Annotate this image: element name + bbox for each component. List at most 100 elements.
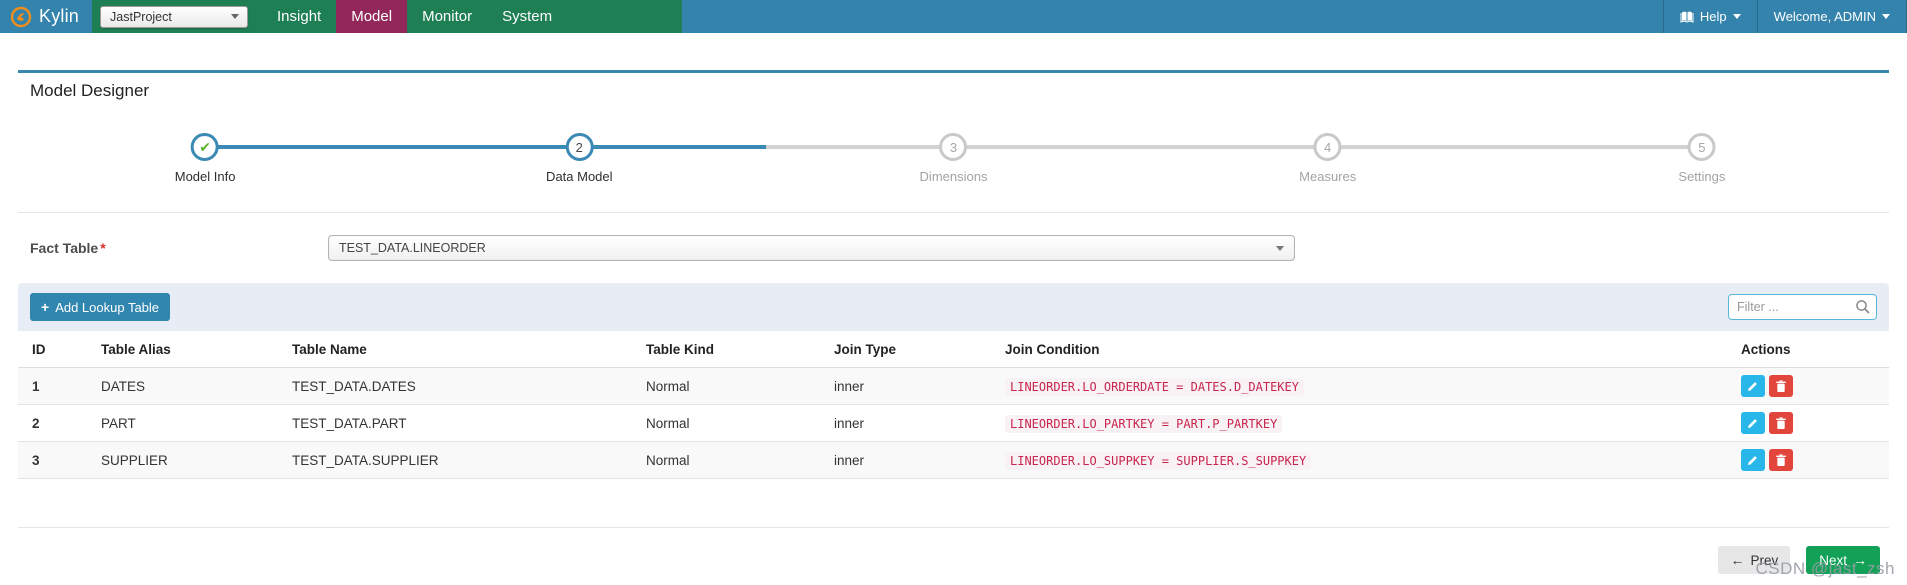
nav-main: JastProject Insight Model Monitor System [92, 0, 683, 33]
help-menu[interactable]: Help [1662, 0, 1757, 33]
col-header-join-condition: Join Condition [997, 331, 1733, 368]
fact-table-label: Fact Table * [30, 240, 106, 256]
wizard-steps: ✔ Model Info 2 Data Model 3 Dimensions 4… [18, 133, 1889, 187]
cell-id: 2 [18, 404, 93, 442]
wizard-track-progress [205, 145, 767, 149]
table-row: 1 DATES TEST_DATA.DATES Normal inner LIN… [18, 367, 1889, 405]
main-content: Model Designer ✔ Model Info 2 Data Model… [0, 70, 1907, 585]
add-lookup-table-button[interactable]: + Add Lookup Table [30, 293, 171, 321]
user-menu[interactable]: Welcome, ADMIN [1756, 0, 1907, 33]
cell-join-condition: LINEORDER.LO_PARTKEY = PART.P_PARTKEY [997, 404, 1733, 442]
cell-actions [1733, 404, 1889, 442]
col-header-table-kind: Table Kind [638, 331, 826, 368]
caret-down-icon [231, 14, 240, 19]
delete-row-button[interactable] [1769, 412, 1793, 434]
plus-icon: + [41, 299, 50, 315]
nav-item-system[interactable]: System [502, 8, 553, 25]
top-navbar: Kylin JastProject Insight Model Monitor … [0, 0, 1907, 33]
edit-row-button[interactable] [1741, 449, 1765, 471]
wizard-step-measures[interactable]: 4 Measures [1299, 133, 1356, 184]
nav-item-model[interactable]: Model [336, 0, 408, 33]
col-header-table-alias: Table Alias [93, 331, 284, 368]
cell-table-kind: Normal [638, 404, 826, 442]
cell-join-type: inner [826, 367, 997, 405]
table-row: 2 PART TEST_DATA.PART Normal inner LINEO… [18, 404, 1889, 442]
project-select[interactable]: JastProject [100, 5, 249, 28]
accent-divider [18, 70, 1889, 73]
step-circle-check-icon: ✔ [191, 133, 220, 161]
cell-join-condition: LINEORDER.LO_SUPPKEY = SUPPLIER.S_SUPPKE… [997, 441, 1733, 479]
fact-table-select[interactable]: TEST_DATA.LINEORDER [328, 235, 1295, 261]
cell-table-alias: DATES [93, 367, 284, 405]
step-label: Measures [1299, 169, 1357, 184]
arrow-left-icon: ← [1730, 552, 1745, 568]
trash-icon [1776, 453, 1786, 466]
book-icon [1680, 11, 1694, 23]
nav-item-insight[interactable]: Insight [277, 8, 322, 25]
cell-table-alias: SUPPLIER [93, 441, 284, 479]
cell-id: 1 [18, 367, 93, 405]
required-asterisk: * [100, 240, 106, 256]
pencil-icon [1748, 456, 1757, 465]
nav-item-monitor[interactable]: Monitor [422, 8, 473, 25]
cell-table-name: TEST_DATA.PART [284, 404, 638, 442]
project-select-value: JastProject [110, 9, 172, 24]
next-button[interactable]: Next → [1806, 546, 1880, 574]
edit-row-button[interactable] [1741, 412, 1765, 434]
help-label: Help [1699, 9, 1727, 24]
table-row: 3 SUPPLIER TEST_DATA.SUPPLIER Normal inn… [18, 441, 1889, 479]
fact-table-select-value: TEST_DATA.LINEORDER [339, 241, 486, 255]
cell-join-type: inner [826, 404, 997, 442]
table-header-row: ID Table Alias Table Name Table Kind Joi… [18, 331, 1889, 368]
cell-table-name: TEST_DATA.SUPPLIER [284, 441, 638, 479]
delete-row-button[interactable] [1769, 449, 1793, 471]
col-header-join-type: Join Type [826, 331, 997, 368]
brand[interactable]: Kylin [0, 0, 93, 33]
edit-row-button[interactable] [1741, 375, 1765, 397]
step-label: Settings [1678, 169, 1726, 184]
caret-down-icon [1882, 14, 1890, 19]
navbar-spacer [682, 0, 1663, 33]
footer-actions: ← Prev Next → [18, 546, 1889, 574]
cell-actions [1733, 367, 1889, 405]
navbar-right: Help Welcome, ADMIN [1662, 0, 1907, 33]
fact-table-row: Fact Table * TEST_DATA.LINEORDER [18, 235, 1889, 261]
filter-input[interactable] [1728, 294, 1877, 320]
lookup-panel-heading: + Add Lookup Table [18, 283, 1889, 331]
pencil-icon [1748, 382, 1757, 391]
filter-container [1728, 294, 1877, 320]
cell-id: 3 [18, 441, 93, 479]
cell-table-kind: Normal [638, 367, 826, 405]
caret-down-icon [1276, 245, 1284, 251]
cell-join-type: inner [826, 441, 997, 479]
cell-actions [1733, 441, 1889, 479]
step-label: Model Info [174, 169, 236, 184]
cell-join-condition: LINEORDER.LO_ORDERDATE = DATES.D_DATEKEY [997, 367, 1733, 405]
caret-down-icon [1732, 14, 1741, 19]
section-divider [18, 212, 1889, 213]
step-label: Data Model [546, 169, 613, 184]
pencil-icon [1748, 419, 1757, 428]
step-circle: 4 [1313, 133, 1342, 161]
search-icon [1856, 300, 1870, 314]
wizard-step-data-model[interactable]: 2 Data Model [546, 133, 613, 184]
lookup-table: ID Table Alias Table Name Table Kind Joi… [18, 331, 1889, 479]
footer-divider [18, 527, 1889, 528]
cell-table-kind: Normal [638, 441, 826, 479]
lookup-table-panel: + Add Lookup Table [18, 283, 1889, 479]
trash-icon [1776, 379, 1786, 392]
prev-button[interactable]: ← Prev [1718, 546, 1791, 574]
step-circle: 3 [939, 133, 968, 161]
col-header-actions: Actions [1733, 331, 1889, 368]
arrow-right-icon: → [1853, 552, 1867, 568]
wizard-step-model-info[interactable]: ✔ Model Info [174, 133, 236, 184]
welcome-label: Welcome, ADMIN [1773, 9, 1876, 24]
wizard-step-dimensions[interactable]: 3 Dimensions [920, 133, 987, 184]
delete-row-button[interactable] [1769, 375, 1793, 397]
step-circle: 2 [565, 133, 594, 161]
trash-icon [1776, 416, 1786, 429]
wizard-step-settings[interactable]: 5 Settings [1678, 133, 1725, 184]
page-title: Model Designer [30, 81, 150, 100]
cell-table-alias: PART [93, 404, 284, 442]
